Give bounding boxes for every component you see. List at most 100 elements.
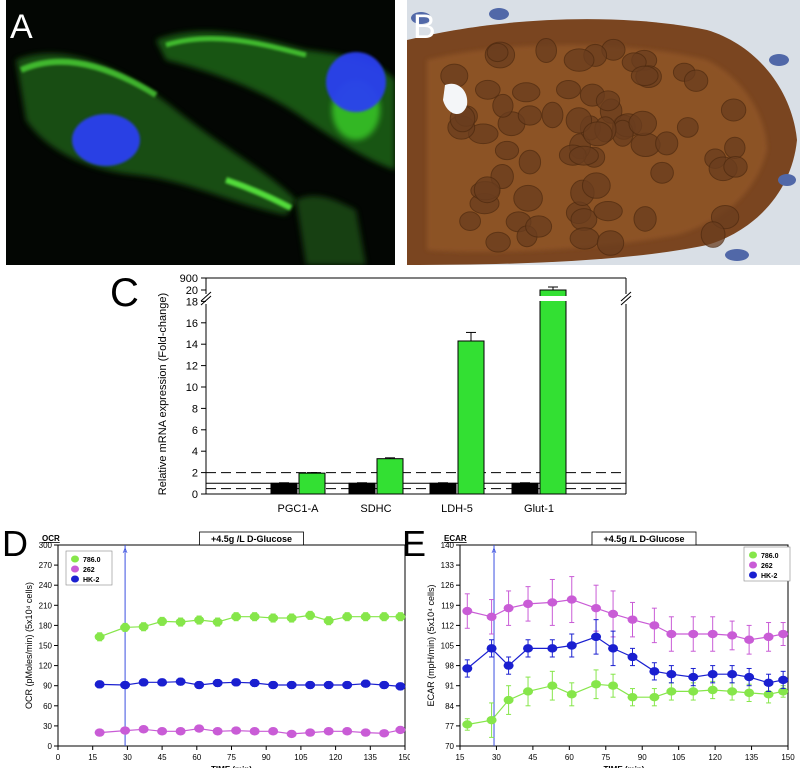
nucleus-shape (541, 101, 564, 129)
data-point (286, 613, 297, 623)
y-tick-label: 270 (39, 561, 53, 570)
data-point (138, 622, 149, 631)
data-point (323, 616, 334, 625)
nucleus-shape (486, 42, 509, 63)
data-point (566, 641, 577, 650)
data-point (305, 680, 316, 690)
data-point (523, 599, 534, 609)
x-tick-label: 135 (364, 753, 378, 762)
x-tick-label: 15 (456, 753, 465, 762)
c-y-tick-label: 10 (186, 382, 198, 394)
panel-label-d: D (2, 523, 28, 564)
data-point (608, 681, 619, 690)
data-point (175, 677, 186, 686)
data-point (649, 692, 660, 702)
injection-marker-label: A (492, 548, 497, 555)
nucleus-shape (512, 82, 541, 103)
data-point (503, 661, 514, 670)
legend-label: 262 (761, 563, 773, 570)
data-point (231, 678, 242, 687)
data-point (666, 670, 677, 679)
c-y-tick-label: 16 (186, 318, 198, 330)
data-point (395, 682, 406, 691)
nucleus-right (326, 52, 386, 112)
data-point (94, 728, 105, 737)
c-y-tick-label: 4 (192, 446, 198, 458)
nuclei-pattern (440, 38, 748, 256)
panel-label-e: E (402, 523, 426, 564)
data-point (462, 664, 473, 673)
data-point (231, 612, 242, 621)
data-point (547, 644, 558, 653)
data-point (395, 612, 406, 621)
c-expression-bar (298, 472, 326, 495)
data-point (547, 598, 558, 607)
data-point (157, 727, 168, 736)
c-bar-break-gap (539, 296, 567, 301)
data-point (727, 631, 738, 640)
x-tick-label: 60 (192, 753, 201, 762)
c-y-tick-label: 20 (186, 285, 198, 297)
x-tick-label: 90 (638, 753, 647, 762)
corner-label: OCR (42, 534, 60, 543)
x-axis-title: TIME (min) (211, 765, 252, 768)
e-plot-area: 15 30 45 60 75 90 105 120 135 150 70 77 84 91 98 105 112… (426, 531, 795, 768)
data-point (249, 678, 260, 688)
data-point (157, 617, 168, 626)
data-point (486, 644, 497, 653)
data-point (591, 680, 602, 689)
data-point (627, 692, 638, 702)
title-box (199, 531, 304, 546)
axis-break-mark (620, 291, 632, 302)
data-point (608, 609, 619, 619)
nucleus-shape (628, 110, 657, 136)
data-point (212, 617, 223, 627)
x-tick-label: 150 (398, 753, 410, 762)
nucleus-shape (700, 221, 726, 248)
x-tick-label: 135 (745, 753, 759, 762)
nucleus-shape (650, 161, 674, 184)
fluorescence-image (6, 0, 395, 265)
data-point (649, 621, 660, 630)
nucleus-shape (570, 208, 598, 231)
data-point (360, 679, 371, 688)
nucleus-shape (630, 65, 659, 87)
c-control-bar (270, 482, 298, 495)
axis-break-mark (200, 291, 212, 302)
x-tick-label: 45 (158, 753, 167, 762)
data-point (379, 729, 390, 738)
y-tick-label: 70 (445, 742, 454, 751)
x-tick-label: 75 (227, 753, 236, 762)
c-category-label: Glut-1 (524, 503, 554, 512)
data-point (503, 603, 514, 613)
data-point (627, 652, 638, 662)
axis-break-mark (200, 295, 212, 306)
d-plot-area: 0 15 30 45 60 75 90 105 120 135 150 0 30 60 90 120 150 18… (24, 531, 410, 768)
x-axis-title: TIME (min) (604, 765, 645, 768)
x-tick-label: 15 (88, 753, 97, 762)
legend-label: HK-2 (761, 573, 777, 580)
data-point (763, 632, 774, 642)
nucleus-shape (683, 69, 709, 92)
data-point (462, 606, 473, 616)
nucleus-shape (513, 184, 543, 212)
y-axis-title: ECAR (mpH/min) (5x10⁴ cells) (426, 585, 436, 707)
nucleus-shape (492, 93, 514, 118)
data-point (305, 728, 316, 737)
injection-marker-label: A (123, 548, 128, 555)
nucleus-shape (535, 38, 557, 63)
y-tick-label: 112 (441, 621, 454, 630)
data-point (212, 678, 223, 688)
axis-break-mark (620, 295, 632, 306)
nucleus-shape (723, 156, 748, 178)
data-point (286, 680, 297, 690)
nucleus-shape (633, 206, 657, 232)
data-point (395, 725, 406, 735)
nucleus-shape (517, 105, 542, 126)
data-point (778, 687, 789, 696)
nucleus-shape (593, 201, 623, 222)
data-point (666, 687, 677, 696)
x-tick-label: 60 (565, 753, 574, 762)
data-point (744, 672, 755, 682)
nucleus-shape (473, 176, 501, 204)
